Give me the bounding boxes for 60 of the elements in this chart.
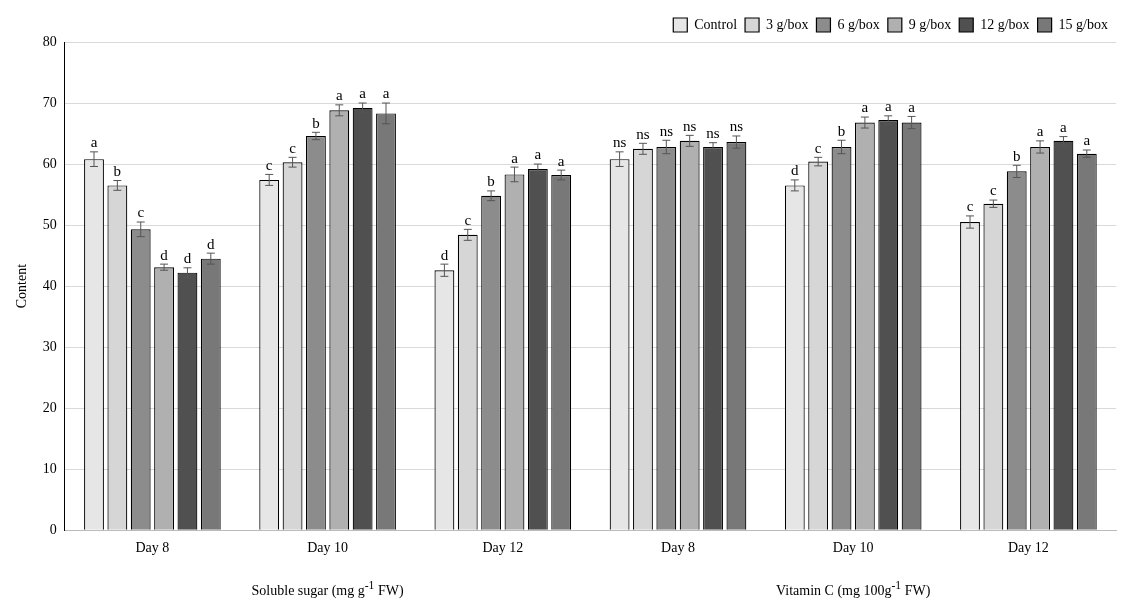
text: Soluble sugar (mg g$^{-1}$ FW): [251, 579, 404, 599]
y-tick-label: 20: [42, 399, 57, 415]
data-label: b: [1012, 147, 1021, 164]
y-tick-label: 10: [42, 460, 57, 476]
x-tick-label: Day 12: [1007, 540, 1049, 556]
data-label: d: [183, 250, 192, 267]
x-tick-label: Day 10: [307, 540, 349, 556]
data-label: a: [1036, 123, 1044, 140]
y-tick-label: 70: [42, 94, 57, 110]
data-label: ns: [683, 117, 697, 134]
data-label: c: [814, 139, 822, 156]
data-label: ns: [706, 125, 720, 142]
data-label: b: [312, 114, 320, 131]
x-tick-label: Day 12: [482, 540, 524, 556]
y-tick-label: 40: [42, 277, 57, 293]
data-label: d: [440, 246, 449, 263]
data-label: a: [908, 98, 916, 115]
x-tick-label: Day 8: [135, 540, 170, 556]
legend-label: 3 g/box: [766, 16, 809, 32]
data-label: b: [113, 162, 122, 179]
data-label: b: [487, 173, 495, 190]
data-label: d: [791, 162, 800, 179]
data-label: c: [464, 211, 472, 228]
data-label: ns: [659, 122, 674, 139]
legend-label: 12 g/box: [980, 16, 1030, 32]
data-label: d: [160, 246, 169, 263]
data-label: a: [382, 85, 390, 102]
data-label: c: [265, 156, 273, 173]
data-label: a: [511, 149, 519, 166]
data-label: c: [966, 198, 974, 215]
data-label: b: [837, 122, 846, 139]
data-label: a: [861, 99, 869, 116]
data-label: c: [137, 204, 145, 221]
y-axis-title: Content: [14, 263, 30, 309]
data-label: a: [557, 152, 565, 169]
y-tick-label: 0: [49, 521, 57, 537]
data-label: a: [335, 87, 343, 104]
x-tick-label: Day 8: [661, 540, 695, 556]
data-label: a: [1083, 132, 1091, 149]
y-tick-label: 30: [42, 338, 57, 354]
legend-label: 9 g/box: [908, 16, 952, 32]
text: Vitamin C (mg 100g$^{-1}$ FW): [776, 579, 931, 599]
data-label: a: [90, 134, 98, 151]
y-tick-label: 80: [42, 33, 57, 49]
data-label: ns: [636, 125, 650, 142]
legend-label: 6 g/box: [837, 16, 880, 32]
y-tick-label: 60: [42, 155, 57, 171]
data-label: a: [884, 98, 892, 115]
data-label: ns: [729, 118, 744, 135]
data-label: c: [289, 139, 297, 156]
data-label: a: [1060, 119, 1068, 136]
data-label: a: [534, 146, 542, 163]
legend-label: 15 g/box: [1058, 16, 1108, 32]
legend-label: Control: [694, 16, 738, 32]
data-label: a: [359, 85, 367, 102]
data-label: ns: [612, 134, 627, 151]
data-label: c: [990, 182, 998, 199]
y-tick-label: 50: [42, 216, 57, 232]
data-label: d: [207, 235, 216, 252]
x-tick-label: Day 10: [832, 540, 874, 556]
